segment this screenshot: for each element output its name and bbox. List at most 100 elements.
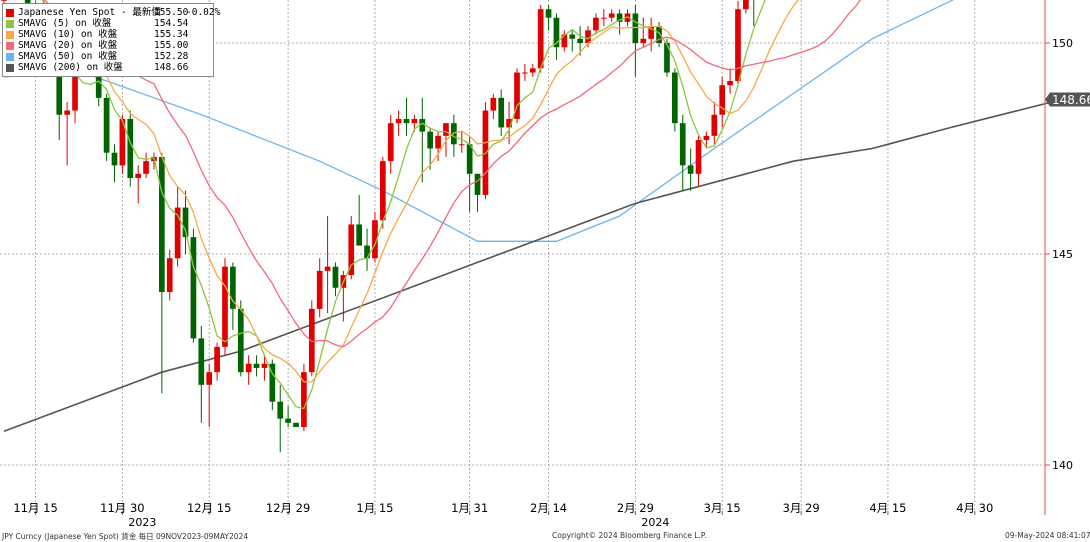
candle <box>616 9 623 35</box>
legend-value: 154.54 <box>154 18 189 29</box>
footer-copyright: Copyright© 2024 Bloomberg Finance L.P. <box>552 531 707 540</box>
candle <box>490 93 497 119</box>
candle-body <box>672 72 678 124</box>
candle-body <box>490 97 497 111</box>
candle-body <box>206 372 213 385</box>
candle <box>640 17 647 48</box>
candle-body <box>182 207 189 238</box>
candle-body <box>222 266 228 347</box>
candle <box>537 5 544 73</box>
x-tick-label: 1月 31 <box>451 501 488 515</box>
x-tick-label: 2月 29 <box>617 501 654 515</box>
x-tick-label: 4月 15 <box>869 501 906 515</box>
candle <box>127 110 134 187</box>
x-tick-label: 3月 15 <box>704 501 741 515</box>
candle <box>364 228 370 271</box>
candle-body <box>608 13 615 18</box>
legend-swatch <box>6 42 14 50</box>
candle-body <box>735 9 741 81</box>
candle-body <box>387 123 394 162</box>
footer-timestamp: 09-May-2024 08:41:07 <box>1005 531 1090 540</box>
candle <box>672 68 678 132</box>
candle <box>419 97 426 183</box>
price-tag: 148.66 <box>1045 92 1090 107</box>
candle-body <box>529 68 536 73</box>
x-tick-label: 11月 15 <box>13 501 57 515</box>
candle <box>293 422 299 428</box>
candle-body <box>356 224 362 246</box>
candle-body <box>711 114 718 136</box>
candle <box>253 355 260 377</box>
smavg-200-line <box>3 98 1062 432</box>
legend-item-price: Japanese Yen Spot - 最新價 155.50 -0.02% <box>6 7 220 18</box>
legend-swatch <box>6 64 14 72</box>
candle-body <box>277 401 284 419</box>
candle-body <box>56 59 63 115</box>
legend-change: -0.02% <box>186 7 221 18</box>
candle <box>648 17 655 52</box>
long-moving-averages <box>3 0 1062 432</box>
candle-body <box>466 144 473 174</box>
candle <box>64 102 70 166</box>
candle <box>703 131 710 149</box>
candle-body <box>411 118 418 124</box>
smavg-5-line <box>41 0 766 410</box>
candle-body <box>72 64 78 111</box>
candle-body <box>553 17 560 48</box>
candle-body <box>237 308 244 373</box>
legend-value: 148.66 <box>154 62 189 73</box>
candle <box>553 13 560 60</box>
x-tick-label: 12月 15 <box>187 501 231 515</box>
candle <box>324 216 331 314</box>
candle <box>261 355 268 381</box>
candle-body <box>561 34 568 48</box>
price-tag-box <box>1045 92 1090 107</box>
candle <box>190 228 197 343</box>
candle-body <box>261 363 268 368</box>
candle <box>135 165 142 204</box>
candle-body <box>253 363 260 368</box>
candle <box>498 89 505 136</box>
candle-body <box>522 72 528 74</box>
candle <box>285 405 291 428</box>
candle <box>624 9 631 27</box>
candle <box>577 26 583 56</box>
legend-item-sma5: SMAVG (5) on 收盤 154.54 <box>6 18 211 29</box>
legend-item-sma50: SMAVG (50) on 收盤 152.28 <box>6 51 211 62</box>
candle <box>458 131 465 153</box>
short-moving-averages <box>41 0 862 410</box>
candle-body <box>364 245 370 259</box>
legend-item-sma200: SMAVG (200) on 收盤 148.66 <box>6 62 211 73</box>
smavg-50-line <box>3 0 954 242</box>
candle-body <box>95 68 102 98</box>
candle-body <box>632 13 639 44</box>
candle <box>119 114 126 174</box>
candle-body <box>624 13 631 22</box>
x-tick-label: 11月 30 <box>100 501 144 515</box>
legend-label: Japanese Yen Spot - 最新價 <box>18 7 161 18</box>
candle-body <box>679 123 686 166</box>
candle <box>356 194 362 246</box>
year-label: 2023 <box>128 516 156 529</box>
candle-body <box>656 26 662 43</box>
candle-body <box>332 266 339 288</box>
candle-body <box>664 43 670 73</box>
candle <box>727 68 733 94</box>
candle-body <box>127 118 134 179</box>
candle-body <box>285 418 291 423</box>
candle-body <box>395 118 402 124</box>
candle <box>222 258 228 356</box>
candle-body <box>324 266 331 271</box>
candle <box>182 190 189 254</box>
legend-item-sma10: SMAVG (10) on 收盤 155.34 <box>6 29 211 40</box>
legend-swatch <box>6 20 14 28</box>
legend-swatch <box>6 9 14 17</box>
smavg-10-line <box>43 0 800 383</box>
candle-body <box>316 270 323 309</box>
x-axis-ticks: 11月 15 11月 30 12月 15 12月 29 1月 15 1月 31 2月 14 2… <box>13 501 993 529</box>
candle <box>435 131 441 162</box>
candle-body <box>695 140 702 174</box>
candle <box>522 64 528 81</box>
candle-body <box>443 123 449 136</box>
candle <box>403 97 410 136</box>
